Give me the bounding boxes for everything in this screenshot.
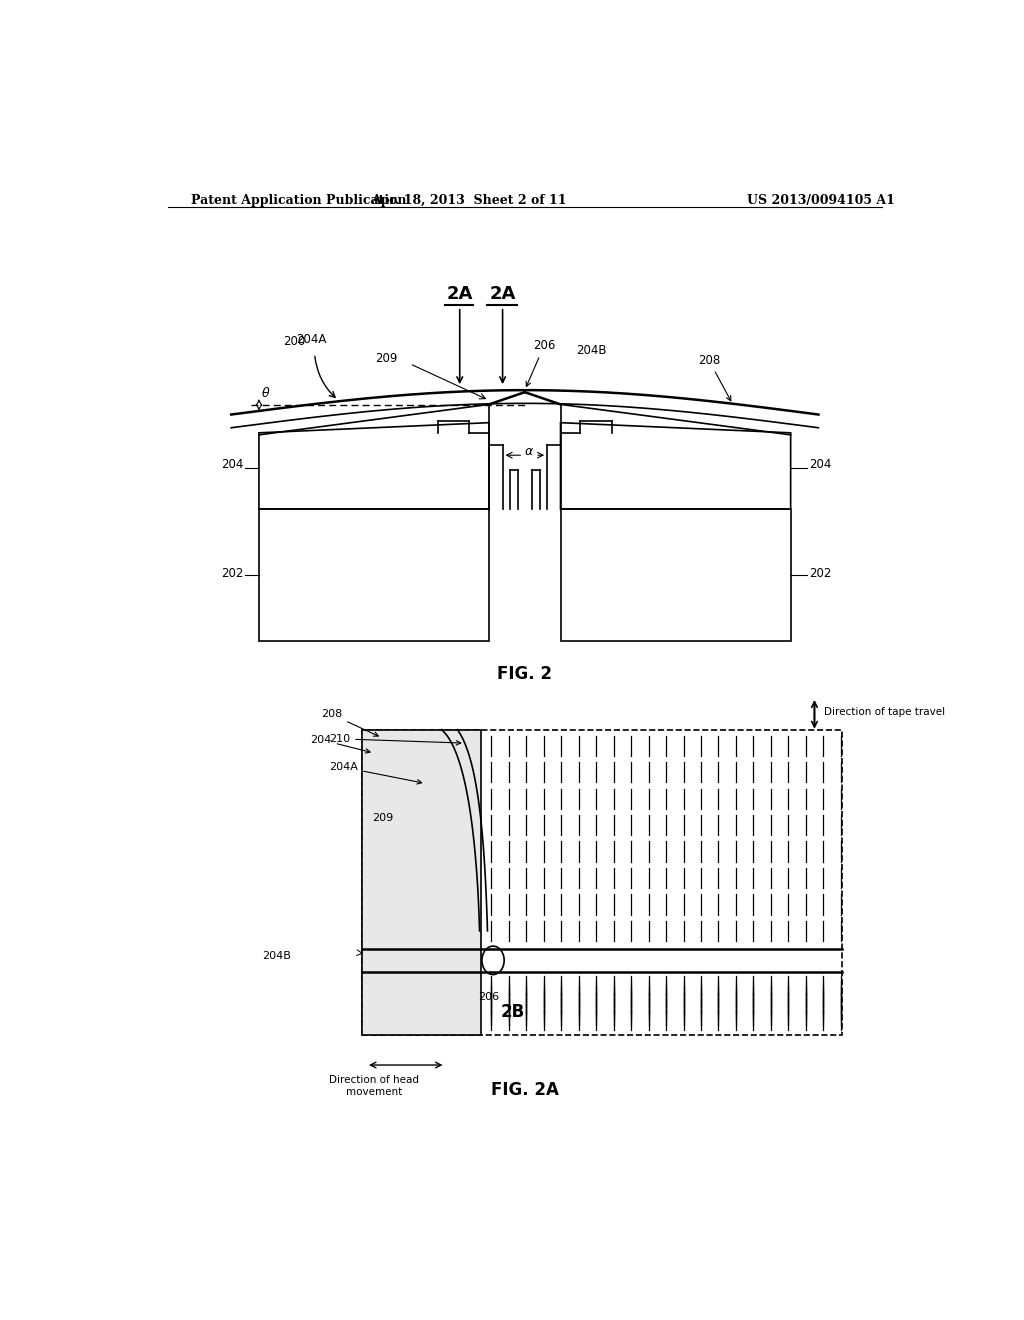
Text: 2B: 2B: [501, 1003, 525, 1022]
Text: 210: 210: [329, 734, 461, 744]
Bar: [362, 730, 481, 1035]
Text: α: α: [524, 445, 532, 458]
Text: 202: 202: [809, 568, 831, 581]
Text: θ: θ: [261, 387, 269, 400]
Text: 206: 206: [526, 339, 555, 387]
Text: 200: 200: [283, 335, 305, 348]
Text: 208: 208: [697, 354, 731, 401]
Text: Apr. 18, 2013  Sheet 2 of 11: Apr. 18, 2013 Sheet 2 of 11: [372, 194, 567, 207]
Text: 204: 204: [221, 458, 243, 471]
Text: US 2013/0094105 A1: US 2013/0094105 A1: [748, 194, 895, 207]
Text: 206: 206: [478, 991, 500, 1002]
Text: 208: 208: [321, 709, 378, 737]
Text: 202: 202: [221, 568, 243, 581]
Text: Direction of head
movement: Direction of head movement: [329, 1076, 419, 1097]
Text: 204B: 204B: [262, 952, 291, 961]
Text: Patent Application Publication: Patent Application Publication: [191, 194, 407, 207]
Text: 2A: 2A: [489, 285, 516, 302]
Text: 204: 204: [310, 735, 370, 754]
Text: 204B: 204B: [577, 343, 607, 356]
Text: 209: 209: [373, 813, 394, 824]
Text: FIG. 2: FIG. 2: [498, 664, 552, 682]
Text: 209: 209: [376, 351, 397, 364]
Text: 2A: 2A: [446, 285, 473, 302]
Text: FIG. 2A: FIG. 2A: [490, 1081, 559, 1100]
Text: Direction of tape travel: Direction of tape travel: [824, 708, 945, 717]
Text: 204: 204: [809, 458, 831, 471]
Text: 204A: 204A: [296, 334, 327, 346]
Bar: [362, 730, 842, 1035]
Text: 204A: 204A: [330, 762, 422, 784]
